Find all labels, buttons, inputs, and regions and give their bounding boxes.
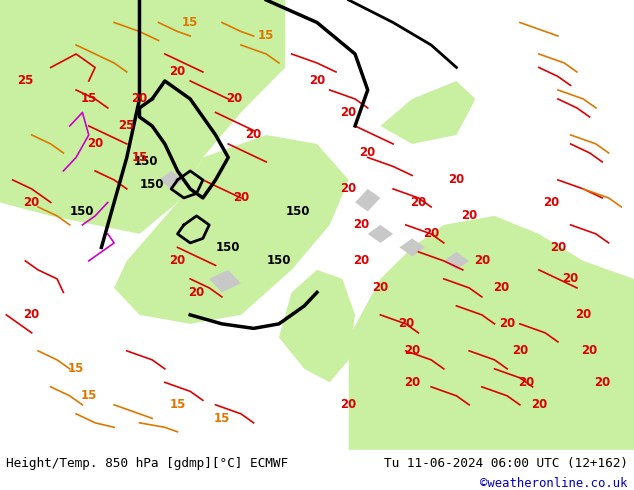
Text: 15: 15 [169,398,186,411]
Polygon shape [368,225,393,243]
Text: 20: 20 [23,196,40,209]
Text: 20: 20 [575,308,592,321]
Text: 20: 20 [233,192,249,204]
Text: 20: 20 [87,137,103,150]
Text: 150: 150 [216,241,240,254]
Text: 20: 20 [531,398,547,411]
Text: 150: 150 [134,155,158,169]
Text: 20: 20 [499,318,515,330]
Polygon shape [0,0,285,234]
Text: 20: 20 [340,106,357,119]
Text: 20: 20 [340,182,357,196]
Text: 20: 20 [410,196,427,209]
Text: 20: 20 [131,93,148,105]
Text: 20: 20 [359,147,376,159]
Text: 20: 20 [562,272,579,285]
Text: Tu 11-06-2024 06:00 UTC (12+162): Tu 11-06-2024 06:00 UTC (12+162) [384,457,628,470]
Text: 20: 20 [581,344,598,357]
Text: 20: 20 [353,254,370,268]
Text: 15: 15 [68,362,84,375]
Polygon shape [380,81,476,144]
Text: 20: 20 [543,196,560,209]
Text: 20: 20 [461,209,477,222]
Text: 150: 150 [70,205,94,218]
Text: 15: 15 [182,16,198,29]
Polygon shape [209,270,241,293]
Text: 20: 20 [169,254,186,268]
Text: 25: 25 [119,120,135,132]
Text: 20: 20 [372,281,389,294]
Polygon shape [158,171,184,189]
Text: 20: 20 [23,308,40,321]
Text: 15: 15 [81,390,97,402]
Text: 150: 150 [267,254,291,268]
Text: 20: 20 [594,376,611,389]
Text: 150: 150 [286,205,310,218]
Polygon shape [114,135,349,324]
Text: 15: 15 [214,412,230,425]
Text: 20: 20 [512,344,528,357]
Text: 15: 15 [131,151,148,164]
Text: 20: 20 [518,376,534,389]
Text: 20: 20 [404,376,420,389]
Text: 20: 20 [309,74,325,88]
Text: ©weatheronline.co.uk: ©weatheronline.co.uk [480,477,628,490]
Text: 20: 20 [169,66,186,78]
Polygon shape [355,189,380,211]
Text: 20: 20 [340,398,357,411]
Text: Height/Temp. 850 hPa [gdmp][°C] ECMWF: Height/Temp. 850 hPa [gdmp][°C] ECMWF [6,457,288,470]
Text: 20: 20 [188,286,205,299]
Text: 20: 20 [353,219,370,231]
Text: 15: 15 [81,93,97,105]
Polygon shape [399,239,425,256]
Text: 20: 20 [245,128,262,142]
Text: 25: 25 [17,74,34,88]
Text: 150: 150 [140,178,164,191]
Text: 20: 20 [398,318,414,330]
Text: 20: 20 [493,281,509,294]
Text: 15: 15 [258,29,275,43]
Text: 20: 20 [226,93,243,105]
Text: 20: 20 [423,227,439,241]
Text: 20: 20 [550,241,566,254]
Polygon shape [349,216,634,450]
Polygon shape [444,252,469,270]
Polygon shape [279,270,355,382]
Text: 20: 20 [448,173,465,186]
Text: 20: 20 [404,344,420,357]
Text: 20: 20 [474,254,490,268]
